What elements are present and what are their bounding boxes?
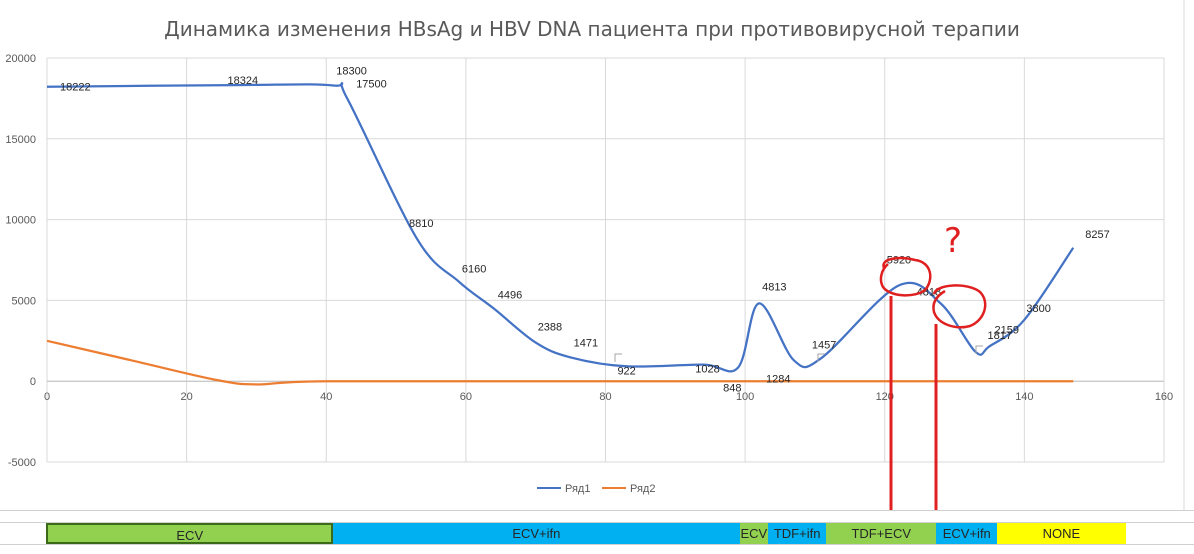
y-tick-label: 5000 (12, 295, 36, 307)
data-label: 1817 (988, 330, 1012, 342)
data-label: 4813 (762, 281, 786, 293)
phase-strip: ECV ECV+ifn ECV TDF+ifn TDF+ECV ECV+ifn NONE (0, 510, 1194, 554)
y-tick-label: 15000 (5, 134, 36, 146)
legend: Ряд1 Ряд2 (537, 483, 655, 495)
phase-segment: ECV (46, 523, 334, 544)
data-label: 4818 (917, 286, 941, 298)
x-tick-label: 0 (44, 391, 50, 403)
phase-segment: TDF+ECV (826, 523, 937, 544)
data-label: 2159 (994, 324, 1018, 336)
x-tick-label: 140 (1015, 391, 1033, 403)
annotation-circle-5920 (879, 256, 932, 297)
chart-area: Динамика изменения HBsAg и HBV DNA пацие… (0, 0, 1194, 510)
strip-gridline-lower (0, 544, 1194, 545)
x-tick-label: 80 (599, 391, 611, 403)
x-tick-label: 60 (460, 391, 472, 403)
x-tick-label: 100 (736, 391, 754, 403)
y-tick-label: 10000 (5, 215, 36, 227)
data-label: 1457 (812, 340, 836, 352)
series-layer (46, 82, 1075, 386)
phase-segment: ECV+ifn (936, 523, 998, 544)
chart-title: Динамика изменения HBsAg и HBV DNA пацие… (164, 17, 1020, 41)
data-label: 17500 (356, 78, 387, 90)
x-tick-label: 40 (320, 391, 332, 403)
data-label: 6160 (462, 264, 486, 276)
series-line-2 (46, 339, 1074, 386)
data-label: 1471 (574, 337, 598, 349)
chart-svg: Динамика изменения HBsAg и HBV DNA пацие… (0, 0, 1194, 510)
series-line-1 (46, 82, 1075, 373)
data-label: 18222 (60, 82, 91, 94)
phase-segment: ECV+ifn (333, 523, 740, 544)
annotation-circle-4818 (932, 284, 987, 329)
data-label: 2388 (538, 322, 562, 334)
data-label: 18300 (336, 65, 367, 77)
phase-segment: ECV (739, 523, 769, 544)
x-tick-label: 20 (181, 391, 193, 403)
y-tick-label: 0 (30, 376, 36, 388)
phase-segment: TDF+ifn (768, 523, 827, 544)
data-label: 4496 (498, 290, 522, 302)
data-label: 18324 (227, 75, 258, 87)
data-label-leader (614, 353, 622, 362)
data-label-leader (975, 345, 983, 354)
y-tick-label: 20000 (5, 53, 36, 65)
strip-gridline-top (0, 510, 1194, 511)
phase-segment: NONE (997, 523, 1126, 544)
annotation-question-mark: ? (944, 221, 962, 261)
strip-gridline-upper (0, 522, 1194, 523)
data-label-leader (817, 353, 825, 362)
data-label: 3800 (1026, 303, 1050, 315)
y-tick-label: -5000 (8, 457, 36, 469)
data-label: 1028 (695, 364, 719, 376)
legend-label-series2: Ряд2 (630, 483, 655, 495)
chart-background (0, 0, 1194, 510)
data-label: 1284 (766, 373, 790, 385)
legend-label-series1: Ряд1 (565, 483, 590, 495)
annotation-layer: ? (879, 221, 987, 510)
x-tick-label: 120 (876, 391, 894, 403)
data-label: 922 (617, 365, 635, 377)
data-label: 8257 (1085, 229, 1109, 241)
x-tick-label: 160 (1155, 391, 1173, 403)
data-label: 8810 (409, 218, 433, 230)
data-label: 848 (723, 382, 741, 394)
data-label: 5920 (887, 255, 911, 267)
